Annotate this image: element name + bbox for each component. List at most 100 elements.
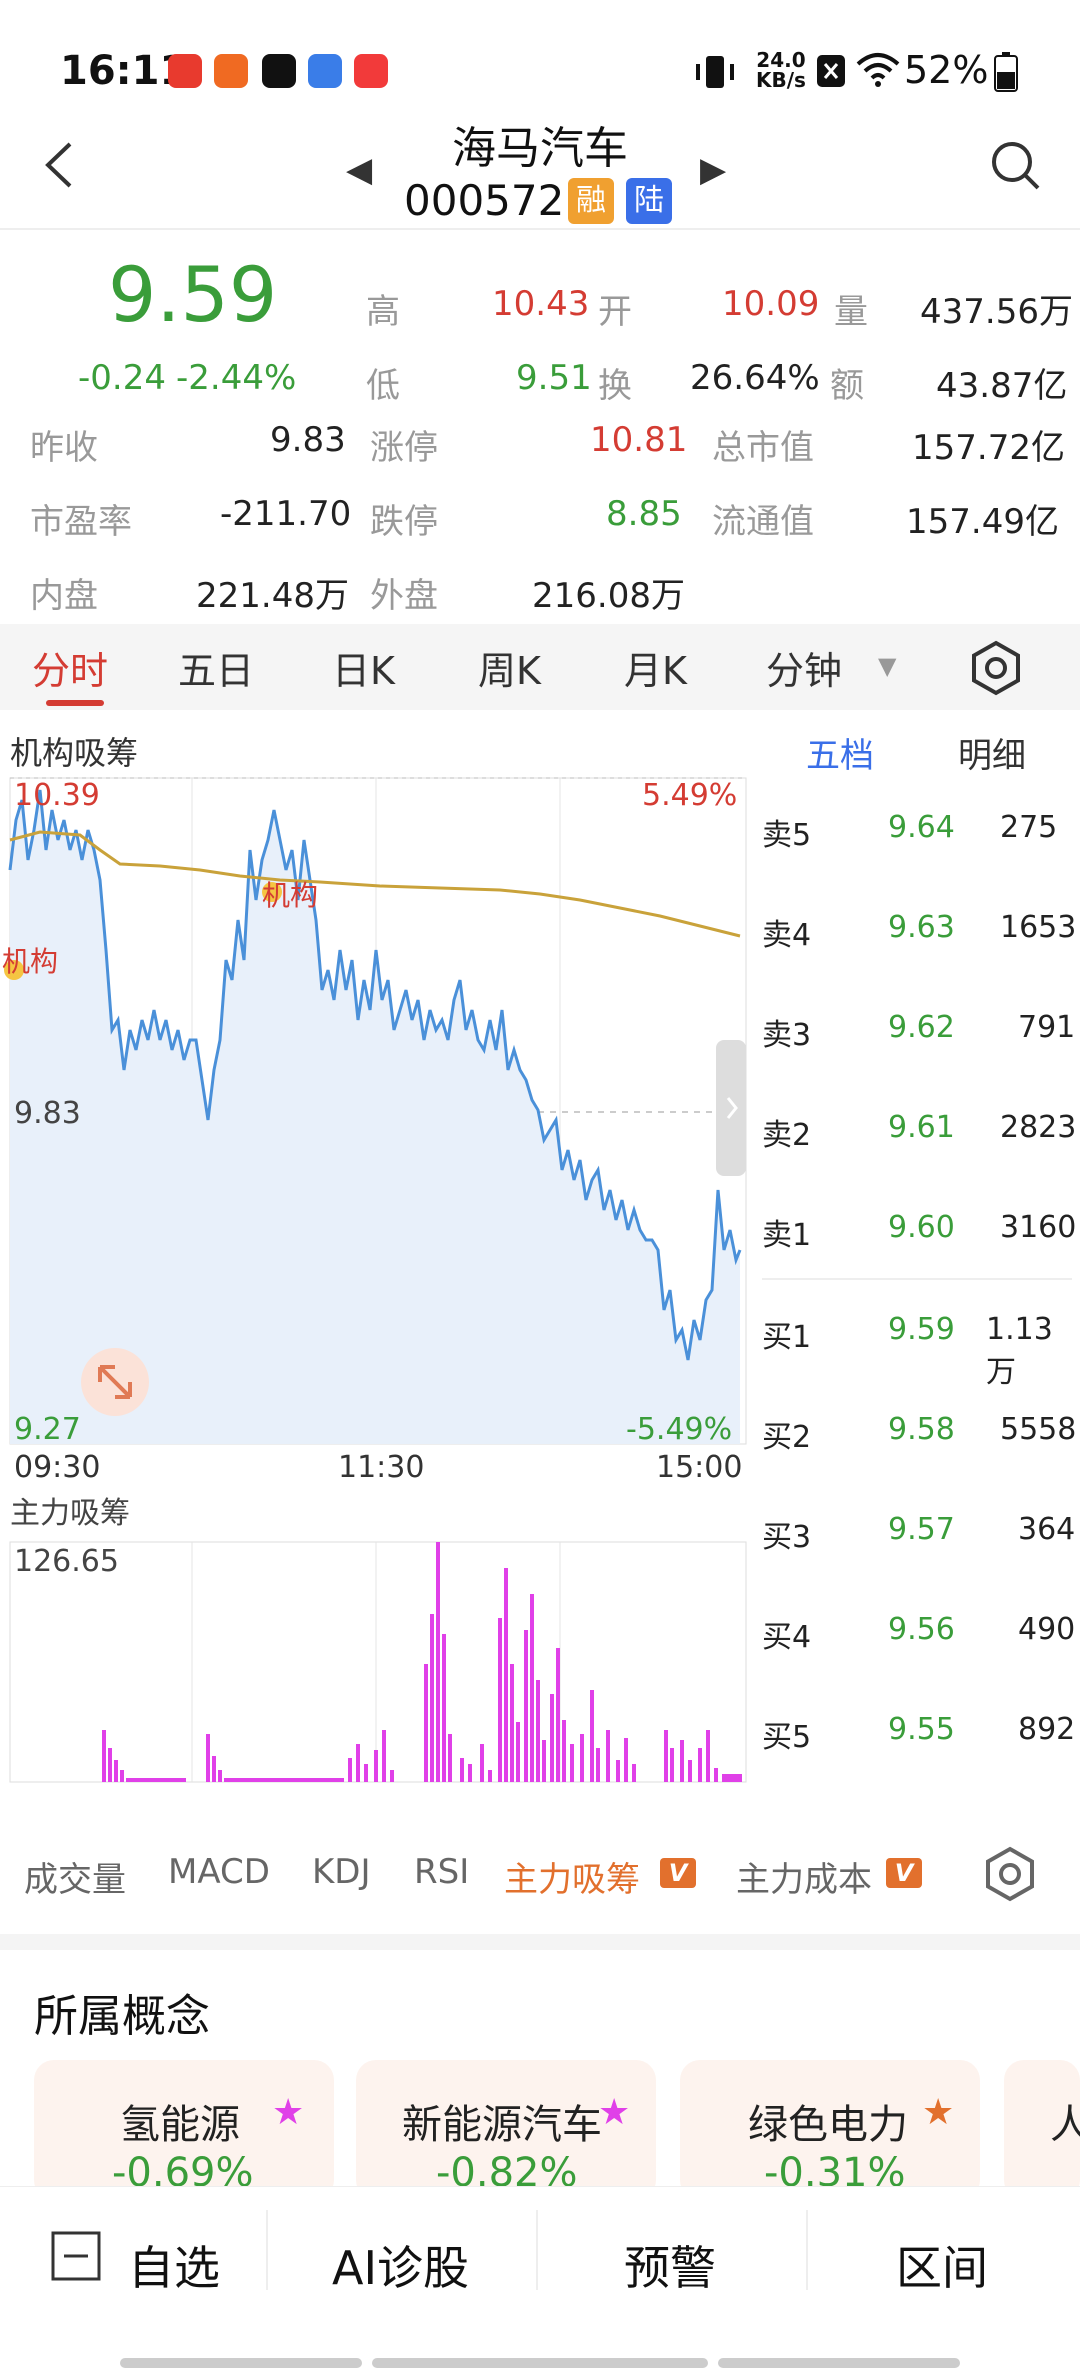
turnover-value: 26.64%	[690, 358, 820, 398]
chart-prev-close: 9.83	[14, 1096, 81, 1131]
concept-card[interactable]	[34, 2060, 334, 2200]
tab-intraday[interactable]: 分时	[32, 649, 109, 693]
institution-marker: 机构	[2, 945, 59, 978]
sell-3-label: 卖3	[762, 1018, 812, 1053]
net-speed: 24.0 KB/s	[756, 48, 806, 92]
prev-close-label: 昨收	[30, 428, 98, 468]
divider	[0, 228, 1080, 230]
drawer-handle[interactable]	[716, 1040, 746, 1176]
buy-1-volume: 1.13万	[986, 1312, 1053, 1390]
inner-label: 内盘	[30, 576, 98, 616]
gesture-bar	[372, 2358, 708, 2368]
chart-low-price: 9.27	[14, 1412, 81, 1447]
buy-1-price: 9.59	[888, 1312, 955, 1347]
tab-daily-k[interactable]: 日K	[332, 649, 395, 693]
watchlist-icon[interactable]	[50, 2230, 102, 2282]
bottom-nav	[0, 2186, 1080, 2336]
indicator-main-cost[interactable]: 主力成本	[736, 1860, 872, 1900]
nav-divider	[266, 2210, 268, 2290]
open-value: 10.09	[722, 284, 820, 324]
tab-minute[interactable]: 分钟	[766, 649, 843, 693]
star-icon: ★	[922, 2092, 955, 2133]
tab-detail[interactable]: 明细	[958, 736, 1026, 776]
sell-4-price: 9.63	[888, 910, 955, 945]
open-label: 开	[598, 292, 632, 332]
chevron-down-icon[interactable]: ▼	[878, 652, 897, 680]
concept-card[interactable]	[356, 2060, 656, 2200]
buy-5-price: 9.55	[888, 1712, 955, 1747]
prev-close-value: 9.83	[270, 420, 346, 460]
nav-alert[interactable]: 预警	[624, 2241, 716, 2295]
time-start: 09:30	[14, 1450, 101, 1485]
tab-weekly-k[interactable]: 周K	[478, 649, 541, 693]
sub-chart-max: 126.65	[14, 1544, 119, 1579]
tab-monthly-k[interactable]: 月K	[624, 649, 687, 693]
sell-1-price: 9.60	[888, 1210, 955, 1245]
chart-tabs	[0, 624, 1080, 710]
indicator-macd[interactable]: MACD	[168, 1852, 270, 1892]
float-cap-label: 流通值	[712, 502, 814, 542]
sell-5-price: 9.64	[888, 810, 955, 845]
price-line	[8, 789, 742, 1361]
back-icon[interactable]	[40, 140, 80, 190]
indicator-main-force[interactable]: 主力吸筹	[504, 1860, 640, 1900]
time-mid: 11:30	[338, 1450, 425, 1485]
tab-five-levels[interactable]: 五档	[806, 736, 874, 776]
amount-value: 43.87亿	[936, 366, 1068, 406]
concept-card[interactable]	[680, 2060, 980, 2200]
limit-down-value: 8.85	[606, 494, 682, 534]
high-value: 10.43	[492, 284, 590, 324]
nav-divider	[806, 2210, 808, 2290]
order-book-divider	[762, 1278, 1072, 1280]
gesture-bar	[718, 2358, 960, 2368]
buy-1-label: 买1	[762, 1320, 812, 1355]
sell-5-volume: 275	[1000, 810, 1058, 845]
sell-4-volume: 1653	[1000, 910, 1077, 945]
stock-name: 海马汽车	[452, 123, 628, 174]
volume-value: 437.56万	[920, 292, 1073, 332]
chart-high-price: 10.39	[14, 778, 100, 813]
indicator-kdj[interactable]: KDJ	[312, 1852, 371, 1892]
no-sim-icon	[817, 55, 845, 87]
concept-card[interactable]	[1004, 2060, 1080, 2200]
chart-low-pct: -5.49%	[626, 1412, 733, 1447]
buy-4-label: 买4	[762, 1620, 812, 1655]
nav-ai-diagnosis[interactable]: AI诊股	[332, 2241, 470, 2295]
app-notification-icon	[168, 54, 202, 88]
volume-label: 量	[834, 292, 868, 332]
buy-4-volume: 490	[1018, 1612, 1076, 1647]
high-label: 高	[366, 292, 400, 332]
price-area	[10, 790, 740, 1444]
indicator-volume[interactable]: 成交量	[24, 1860, 126, 1900]
app-notification-icon	[354, 54, 388, 88]
search-icon[interactable]	[988, 138, 1044, 194]
app-notification-icon	[214, 54, 248, 88]
margin-tag: 融	[568, 178, 614, 224]
buy-5-label: 买5	[762, 1720, 812, 1755]
next-stock-icon[interactable]: ▶	[700, 150, 727, 190]
concept-name: 氢能源	[120, 2102, 240, 2148]
nav-range[interactable]: 区间	[896, 2241, 988, 2295]
connect-tag: 陆	[626, 178, 672, 224]
inner-value: 221.48万	[196, 576, 349, 616]
gesture-bar	[120, 2358, 362, 2368]
vibrate-icon	[696, 56, 734, 88]
buy-3-price: 9.57	[888, 1512, 955, 1547]
pe-label: 市盈率	[30, 502, 132, 542]
wifi-icon	[856, 53, 900, 87]
indicator-rsi[interactable]: RSI	[414, 1852, 470, 1892]
pe-value: -211.70	[220, 494, 352, 534]
sell-5-label: 卖5	[762, 818, 812, 853]
tab-five-day[interactable]: 五日	[178, 649, 255, 693]
current-price: 9.59	[108, 250, 278, 339]
status-time: 16:11	[60, 48, 188, 94]
concept-name: 绿色电力	[748, 2102, 908, 2148]
indicator-settings-icon[interactable]	[982, 1846, 1038, 1902]
limit-down-label: 跌停	[370, 502, 438, 542]
nav-watchlist[interactable]: 自选	[128, 2241, 220, 2295]
low-value: 9.51	[516, 358, 592, 398]
battery-icon	[994, 52, 1018, 92]
prev-stock-icon[interactable]: ◀	[346, 150, 373, 190]
concept-name: 人	[1050, 2102, 1080, 2148]
settings-icon[interactable]	[968, 640, 1024, 696]
